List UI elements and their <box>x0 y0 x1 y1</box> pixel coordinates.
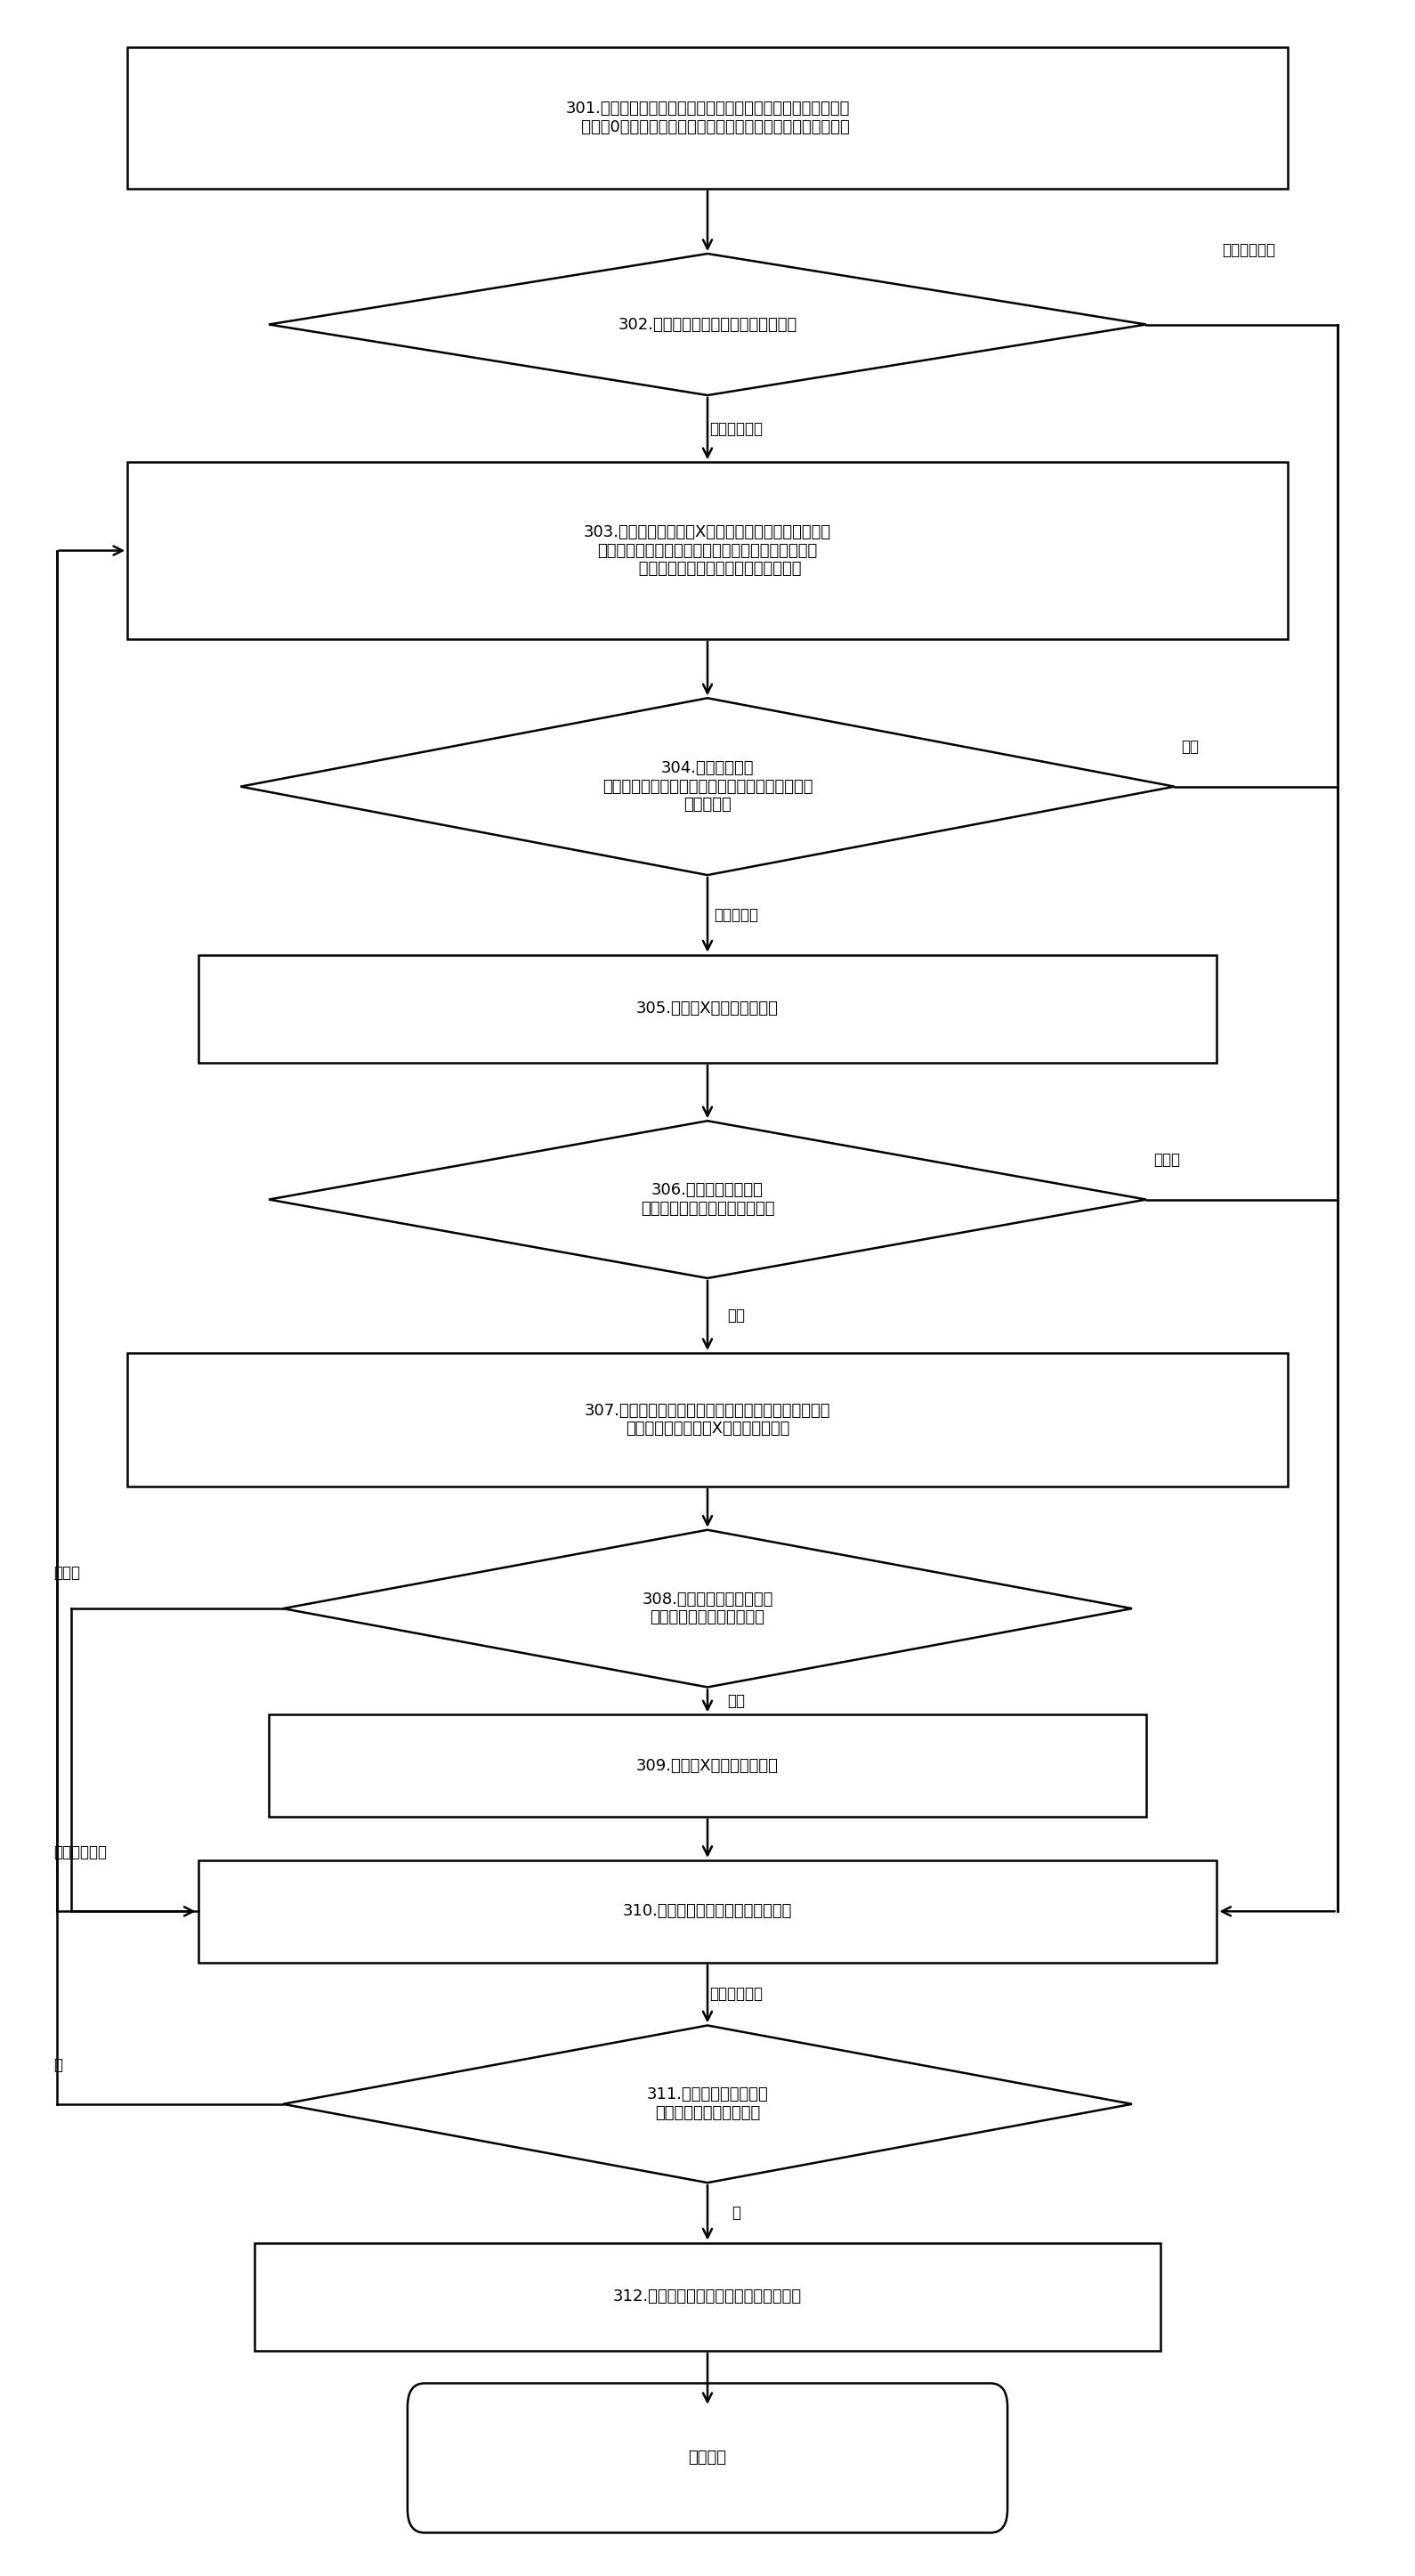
Text: 302.系统获取当前载频集的第一个载频: 302.系统获取当前载频集的第一个载频 <box>618 317 797 332</box>
Text: 成功获取载频: 成功获取载频 <box>709 420 763 438</box>
Text: 309.将载频X放入临时载频集: 309.将载频X放入临时载频集 <box>637 1757 778 1775</box>
Text: 大于或等于: 大于或等于 <box>713 907 758 922</box>
FancyBboxPatch shape <box>198 1860 1217 1963</box>
Text: 大于: 大于 <box>727 1309 744 1324</box>
FancyBboxPatch shape <box>408 2383 1007 2532</box>
Text: 等于: 等于 <box>727 1692 744 1708</box>
Polygon shape <box>283 1530 1132 1687</box>
FancyBboxPatch shape <box>127 461 1288 639</box>
Text: 不大于: 不大于 <box>1153 1151 1180 1167</box>
FancyBboxPatch shape <box>255 2244 1160 2352</box>
FancyBboxPatch shape <box>127 46 1288 188</box>
Text: 获取不到载频: 获取不到载频 <box>1223 242 1275 258</box>
Text: 304.判断找出的载
频组合的载频数是否大于或等于为用户预设的最大
分配载频数: 304.判断找出的载 频组合的载频数是否大于或等于为用户预设的最大 分配载频数 <box>603 760 812 814</box>
Text: 310.获取当前载频集中的下一个载频: 310.获取当前载频集中的下一个载频 <box>623 1904 792 1919</box>
Text: 311.判断是否候选载频集
为空且临时载频集不为空: 311.判断是否候选载频集 为空且临时载频集不为空 <box>647 2087 768 2120</box>
FancyBboxPatch shape <box>198 956 1217 1064</box>
Text: 获取不到载频: 获取不到载频 <box>709 1986 763 2002</box>
Text: 305.将载频X放入候选载频集: 305.将载频X放入候选载频集 <box>637 999 778 1018</box>
FancyBboxPatch shape <box>127 1352 1288 1486</box>
Text: 301.设置用于记录可用载频组合的载频数的当前最大载频数，初
   始化为0；并设置用于临时存放载频的临时载频集，初始时为空: 301.设置用于记录可用载频组合的载频数的当前最大载频数，初 始化为0；并设置用… <box>566 100 849 137</box>
Text: 否: 否 <box>54 2056 62 2074</box>
Polygon shape <box>269 1121 1146 1278</box>
Text: 成功获取载频: 成功获取载频 <box>54 1844 108 1860</box>
Text: 流程结束: 流程结束 <box>688 2450 727 2465</box>
Text: 303.统计所有包含载频X和已分配载频、且各载频间的
最大中心频率差在终端允许的频率宽度内的载频组合
     中的载频数，查找出载频数最大的组合: 303.统计所有包含载频X和已分配载频、且各载频间的 最大中心频率差在终端允许的… <box>584 523 831 577</box>
FancyBboxPatch shape <box>269 1716 1146 1816</box>
Polygon shape <box>241 698 1174 876</box>
Polygon shape <box>269 252 1146 394</box>
Text: 312.将临时载频集的载频放入候选载频集: 312.将临时载频集的载频放入候选载频集 <box>613 2287 802 2306</box>
Text: 是: 是 <box>732 2205 740 2221</box>
Text: 不等于: 不等于 <box>54 1566 81 1582</box>
Polygon shape <box>283 2025 1132 2182</box>
Text: 307.更新当前最大载频数为该载频组合的载频数，清空
临时载频集，将载频X放入临时载频集: 307.更新当前最大载频数为该载频组合的载频数，清空 临时载频集，将载频X放入临… <box>584 1401 831 1437</box>
Text: 308.判断该载频组合的载频
数是否等于当前最大载频数: 308.判断该载频组合的载频 数是否等于当前最大载频数 <box>642 1592 773 1625</box>
Text: 306.判断该载频组合的
载频数是否大于当前最大载频数: 306.判断该载频组合的 载频数是否大于当前最大载频数 <box>641 1182 774 1216</box>
Text: 小于: 小于 <box>1182 739 1200 755</box>
